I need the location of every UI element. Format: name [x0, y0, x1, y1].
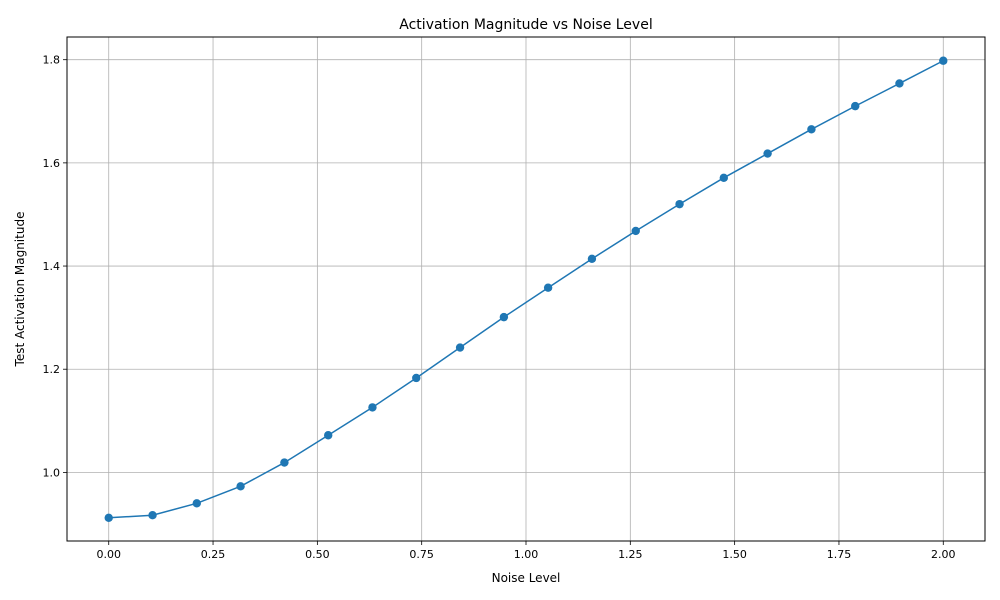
- y-tick-label: 1.6: [43, 157, 61, 170]
- x-tick-label: 2.00: [931, 548, 956, 561]
- data-point: [763, 149, 772, 158]
- data-point: [192, 499, 201, 508]
- data-point: [895, 79, 904, 88]
- data-point: [104, 513, 113, 522]
- data-point: [807, 125, 816, 134]
- data-point: [587, 254, 597, 264]
- data-point: [939, 56, 948, 65]
- data-point: [148, 511, 157, 520]
- data-point: [412, 373, 421, 383]
- data-point: [324, 431, 333, 440]
- data-point: [719, 173, 728, 183]
- y-tick-label: 1.4: [43, 260, 61, 273]
- data-point: [499, 312, 509, 322]
- y-tick-label: 1.8: [43, 54, 61, 67]
- x-tick-label: 1.75: [827, 548, 852, 561]
- data-point: [368, 403, 377, 412]
- data-point: [543, 283, 553, 292]
- x-tick-label: 0.25: [201, 548, 226, 561]
- data-point: [675, 199, 684, 209]
- ticks: 0.00 0.25 0.50 0.75 1.00 1.25 1.50 1.75 2.00 1.0 1…: [43, 54, 956, 561]
- x-axis-label: Noise Level: [492, 571, 561, 585]
- x-tick-label: 0.75: [409, 548, 434, 561]
- x-tick-label: 1.25: [618, 548, 643, 561]
- x-tick-label: 1.00: [514, 548, 539, 561]
- chart-title: Activation Magnitude vs Noise Level: [399, 17, 652, 33]
- y-axis-label: Test Activation Magnitude: [13, 212, 27, 368]
- y-tick-label: 1.2: [43, 363, 61, 376]
- data-point: [455, 343, 465, 352]
- data-point: [851, 101, 860, 111]
- x-tick-label: 1.50: [722, 548, 747, 561]
- y-tick-label: 1.0: [43, 466, 61, 479]
- grid: [67, 37, 985, 541]
- data-point: [631, 226, 640, 236]
- x-tick-label: 0.50: [305, 548, 330, 561]
- x-tick-label: 0.00: [96, 548, 121, 561]
- series-layer: [104, 56, 948, 522]
- data-point: [280, 458, 289, 467]
- data-point: [236, 482, 245, 491]
- series-line: [108, 60, 944, 519]
